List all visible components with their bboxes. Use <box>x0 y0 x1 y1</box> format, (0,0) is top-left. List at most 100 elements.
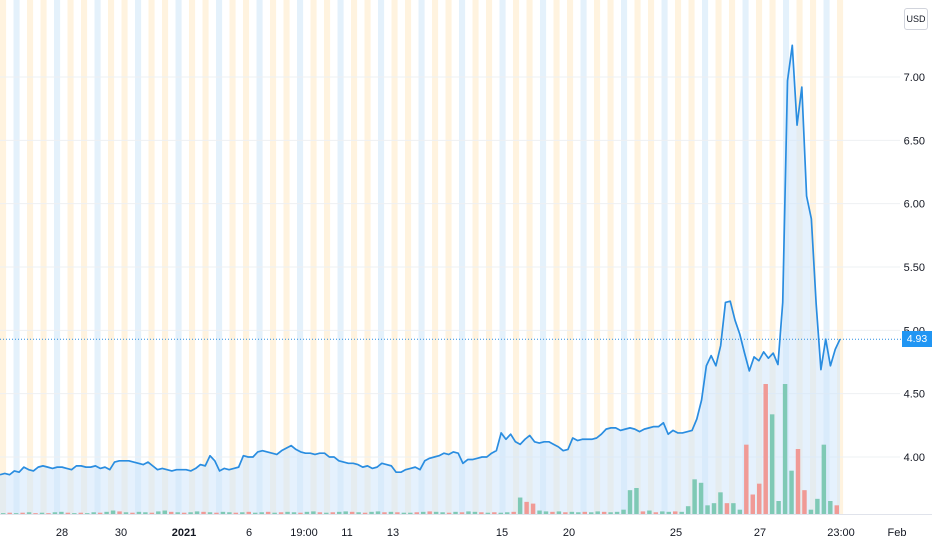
volume-bar <box>769 414 775 514</box>
x-tick-label: 19:00 <box>290 527 318 539</box>
session-band <box>121 0 128 514</box>
session-band <box>378 0 385 514</box>
x-tick-label: 13 <box>387 527 399 539</box>
session-band <box>108 0 115 514</box>
volume-bar <box>220 511 226 514</box>
session-band <box>540 0 547 514</box>
volume-bar <box>505 512 510 514</box>
y-tick-label: 5.50 <box>904 262 925 274</box>
session-band <box>351 0 358 514</box>
session-band <box>148 0 155 514</box>
volume-bar <box>388 511 394 514</box>
volume-bar <box>123 512 129 514</box>
volume-bar <box>259 512 264 514</box>
session-band <box>594 0 601 514</box>
session-band <box>459 0 466 514</box>
price-axis: 4.004.505.005.506.006.507.00 <box>904 72 925 464</box>
y-tick-label: 4.00 <box>904 452 925 464</box>
volume-bar <box>369 511 374 514</box>
volume-bars <box>1 384 839 514</box>
volume-bar <box>143 512 148 514</box>
session-band <box>364 0 371 514</box>
y-tick-label: 6.00 <box>904 199 925 211</box>
volume-bar <box>731 503 736 514</box>
currency-button[interactable]: USD <box>904 8 928 30</box>
x-tick-label: 6 <box>246 527 252 539</box>
volume-bar <box>556 511 562 514</box>
volume-bar <box>382 512 387 514</box>
volume-bar <box>233 512 239 514</box>
session-bands <box>0 0 844 514</box>
session-band <box>499 0 506 514</box>
volume-bar <box>459 512 465 514</box>
volume-bar <box>130 512 135 514</box>
volume-bar <box>317 512 323 514</box>
volume-bar <box>750 494 755 514</box>
volume-bar <box>472 511 478 514</box>
volume-bar <box>240 512 245 514</box>
session-band <box>823 0 830 514</box>
volume-bar <box>595 511 600 514</box>
session-band <box>337 0 344 514</box>
volume-bar <box>601 511 607 514</box>
y-tick-label: 7.00 <box>904 72 925 84</box>
session-band <box>391 0 398 514</box>
volume-bar <box>356 512 361 514</box>
session-band <box>94 0 101 514</box>
session-band <box>486 0 493 514</box>
x-tick-label: 20 <box>563 527 575 539</box>
volume-bar <box>711 503 717 514</box>
volume-bar <box>427 511 432 514</box>
volume-bar <box>33 513 38 514</box>
y-tick-label: 4.50 <box>904 389 925 401</box>
volume-bar <box>537 510 542 514</box>
volume-bar <box>608 512 613 514</box>
volume-bar <box>653 512 659 514</box>
volume-bar <box>802 490 807 514</box>
volume-bar <box>78 512 83 514</box>
volume-bar <box>524 501 529 514</box>
volume-bar <box>634 488 639 514</box>
last-price-label: 4.93 <box>902 331 932 347</box>
volume-bar <box>666 511 671 514</box>
session-band <box>621 0 628 514</box>
session-band <box>742 0 749 514</box>
volume-bar <box>59 511 64 514</box>
volume-bar <box>498 512 503 514</box>
x-tick-label: Feb <box>888 527 907 539</box>
session-band <box>445 0 452 514</box>
x-tick-label: 15 <box>496 527 508 539</box>
volume-bar <box>214 512 219 514</box>
session-band <box>27 0 34 514</box>
volume-bar <box>156 511 161 514</box>
volume-bar <box>421 511 426 514</box>
volume-bar <box>117 511 122 514</box>
volume-bar <box>828 501 833 514</box>
session-band <box>13 0 20 514</box>
volume-bar <box>291 512 297 514</box>
session-band <box>675 0 682 514</box>
volume-bar <box>169 511 174 514</box>
volume-bar <box>72 513 77 514</box>
volume-bar <box>136 511 142 514</box>
volume-bar <box>492 512 497 514</box>
volume-bar <box>85 513 90 514</box>
volume-bar <box>673 511 678 514</box>
session-band <box>661 0 668 514</box>
volume-bar <box>265 511 271 514</box>
volume-bar <box>253 512 258 514</box>
volume-bar <box>162 510 167 514</box>
volume-bar <box>20 512 25 514</box>
volume-bar <box>757 483 762 514</box>
session-band <box>270 0 277 514</box>
volume-bar <box>337 511 342 514</box>
x-tick-label: 23:00 <box>827 527 855 539</box>
volume-bar <box>149 512 155 514</box>
volume-bar <box>517 497 523 514</box>
session-band <box>567 0 574 514</box>
volume-bar <box>65 512 71 514</box>
volume-bar <box>194 511 200 514</box>
volume-bar <box>744 444 749 514</box>
x-tick-label: 2021 <box>172 527 196 539</box>
